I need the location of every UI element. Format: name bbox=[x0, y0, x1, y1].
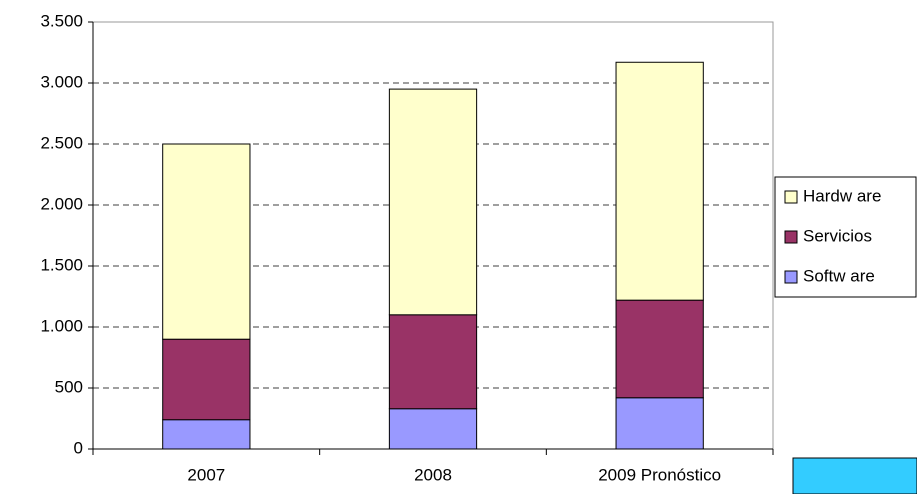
legend-swatch bbox=[784, 190, 798, 204]
legend-swatch bbox=[784, 270, 798, 284]
x-tick-label: 2008 bbox=[414, 465, 452, 484]
y-tick-label: 1.500 bbox=[40, 255, 83, 274]
y-tick-label: 0 bbox=[74, 438, 83, 457]
bar-segment bbox=[388, 408, 478, 450]
bar-segment bbox=[388, 88, 478, 316]
x-tick-label: 2009 Pronóstico bbox=[598, 465, 721, 484]
y-tick-label: 1.000 bbox=[40, 316, 83, 335]
bar-segment bbox=[162, 143, 251, 340]
legend-label: Softw are bbox=[803, 266, 875, 285]
y-tick-label: 500 bbox=[55, 377, 83, 396]
bar-segment bbox=[615, 61, 704, 301]
bar-segment bbox=[388, 314, 478, 410]
bar-segment bbox=[615, 397, 704, 450]
y-tick-label: 2.000 bbox=[40, 194, 83, 213]
bar-segment bbox=[162, 338, 251, 421]
legend-label: Servicios bbox=[803, 226, 872, 245]
bar-segment bbox=[615, 299, 704, 399]
y-tick-label: 3.500 bbox=[40, 11, 83, 30]
legend-label: Hardw are bbox=[803, 186, 881, 205]
cyan-box bbox=[792, 457, 917, 494]
x-tick-label: 2007 bbox=[187, 465, 225, 484]
legend-box bbox=[774, 176, 917, 298]
y-tick-label: 3.000 bbox=[40, 72, 83, 91]
bar-segment bbox=[162, 419, 251, 450]
legend-swatch bbox=[784, 230, 798, 244]
y-tick-label: 2.500 bbox=[40, 133, 83, 152]
